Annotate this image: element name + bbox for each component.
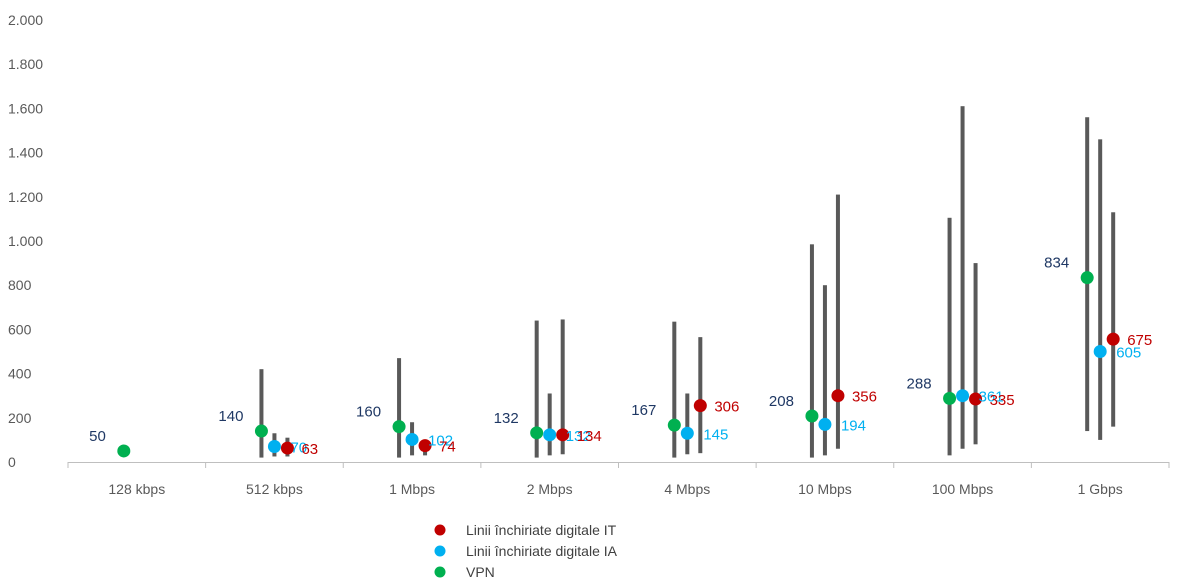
y-tick-label: 1.200 (8, 189, 43, 205)
point-it (1106, 332, 1120, 346)
data-label-it: 675 (1127, 332, 1152, 349)
point-ia (680, 426, 694, 440)
x-tick-label: 128 kbps (108, 481, 165, 497)
point-ia (956, 389, 970, 403)
data-label-ia: 102 (428, 432, 453, 449)
legend-label: Linii închiriate digitale IT (466, 522, 617, 538)
data-label-vpn: 140 (218, 408, 243, 425)
legend-marker (434, 524, 446, 536)
data-label-vpn: 167 (631, 402, 656, 419)
y-tick-label: 200 (8, 410, 32, 426)
data-label-vpn: 160 (356, 404, 381, 421)
axes (67, 462, 1170, 468)
y-axis-ticks: 0 200 400 600 800 1.000 1.200 1.400 1.600 1.800 2.… (8, 12, 43, 470)
point-vpn (530, 426, 544, 440)
y-tick-label: 1.600 (8, 100, 43, 116)
range-bar-ia (822, 285, 827, 456)
y-tick-label: 1.400 (8, 145, 43, 161)
data-label-vpn: 288 (907, 375, 932, 392)
data-label-vpn: 132 (494, 410, 519, 427)
range-bar-it (698, 337, 703, 454)
point-ia (1093, 345, 1107, 358)
range-bar-vpn (534, 320, 539, 458)
data-label-it: 74 (439, 439, 456, 456)
data-labels: 50 140 160 132 167 208 288 834 70 102 132 145 194 361… (89, 255, 1152, 458)
data-label-ia: 145 (703, 426, 728, 443)
y-tick-label: 2.000 (8, 12, 43, 28)
legend-label: Linii închiriate digitale IA (466, 543, 618, 559)
range-bar-it (835, 194, 840, 449)
legend-marker (434, 545, 446, 557)
y-tick-label: 400 (8, 366, 32, 382)
range-bar-it (560, 319, 565, 455)
point-it (556, 428, 570, 442)
data-label-vpn: 834 (1044, 255, 1069, 272)
point-ia (267, 440, 281, 454)
range-bar-ia (685, 393, 690, 455)
range-bar-ia (547, 393, 552, 456)
data-label-ia: 605 (1116, 345, 1141, 362)
x-tick-label: 1 Mbps (389, 481, 435, 497)
x-tick-label: 10 Mbps (798, 481, 852, 497)
range-bar-vpn (947, 217, 952, 456)
point-it (280, 441, 294, 455)
y-tick-label: 0 (8, 454, 16, 470)
point-vpn (254, 424, 268, 438)
y-tick-label: 1.800 (8, 56, 43, 72)
point-ia (543, 428, 557, 442)
legend: Linii închiriate digitale IT Linii închir… (434, 522, 618, 580)
x-tick-label: 4 Mbps (664, 481, 710, 497)
legend-marker (434, 566, 446, 578)
data-label-vpn: 208 (769, 393, 794, 410)
legend-label: VPN (466, 564, 495, 580)
data-label-ia: 361 (979, 389, 1004, 406)
data-label-ia: 194 (841, 417, 866, 434)
point-it (693, 399, 707, 413)
y-tick-label: 600 (8, 321, 32, 337)
range-bar-vpn (672, 321, 677, 458)
range-bar-it (1111, 212, 1116, 427)
data-label-vpn: 50 (89, 428, 106, 445)
point-it (969, 392, 983, 406)
point-vpn (1080, 271, 1094, 285)
data-label-ia: 70 (290, 440, 307, 457)
point-it (418, 439, 432, 453)
x-tick-label: 1 Gbps (1078, 481, 1123, 497)
x-tick-label: 100 Mbps (932, 481, 993, 497)
data-label-it: 63 (301, 441, 318, 458)
range-bar-vpn (259, 369, 264, 458)
y-tick-label: 1.000 (8, 233, 43, 249)
point-vpn (667, 418, 681, 432)
data-label-ia: 132 (566, 428, 591, 445)
range-bar-ia (960, 106, 965, 449)
point-vpn (805, 409, 819, 423)
point-vpn (117, 444, 131, 458)
data-points (117, 271, 1120, 458)
point-it (831, 389, 845, 403)
point-ia (818, 417, 832, 431)
point-vpn (392, 420, 406, 434)
point-ia (405, 432, 419, 446)
range-bar-it (973, 263, 978, 445)
data-label-it: 134 (577, 428, 602, 445)
data-label-it: 335 (990, 392, 1015, 409)
range-bar-vpn (809, 244, 814, 458)
x-axis-ticks: 128 kbps 512 kbps 1 Mbps 2 Mbps 4 Mbps 10 Mbp… (108, 481, 1122, 497)
x-tick-label: 512 kbps (246, 481, 303, 497)
data-label-it: 356 (852, 389, 877, 406)
range-bar-vpn (397, 358, 402, 458)
x-tick-label: 2 Mbps (527, 481, 573, 497)
data-label-it: 306 (714, 399, 739, 416)
point-vpn (943, 391, 957, 405)
range-bar-ia (1098, 139, 1103, 440)
y-tick-label: 800 (8, 277, 32, 293)
